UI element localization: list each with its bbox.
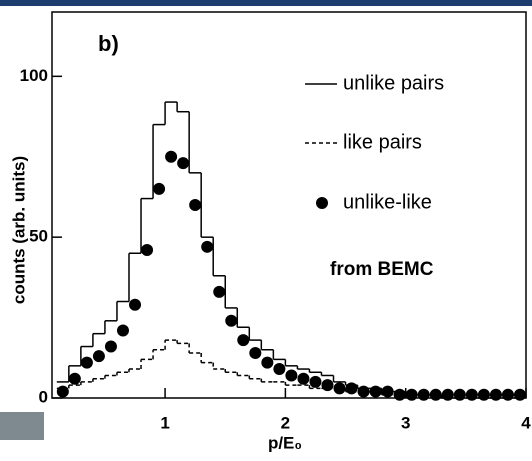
data-point: [92, 350, 105, 363]
corner-image: [0, 412, 44, 440]
data-point: [489, 388, 502, 401]
legend-label: unlike-like: [343, 191, 432, 213]
y-tick-label: 100: [20, 66, 48, 85]
data-point: [429, 388, 442, 401]
legend-label: like pairs: [343, 131, 422, 153]
data-point: [345, 382, 358, 395]
data-point: [513, 388, 526, 401]
legend-label: unlike pairs: [343, 72, 444, 94]
y-axis-label: counts (arb. units): [9, 156, 28, 304]
data-point: [189, 199, 202, 211]
y-tick-label: 0: [39, 387, 48, 406]
data-point: [369, 385, 382, 398]
data-point: [273, 363, 286, 376]
data-point: [321, 379, 334, 392]
data-point: [405, 388, 418, 401]
x-tick-label: 1: [160, 413, 169, 432]
data-point: [56, 385, 69, 398]
data-point: [309, 375, 322, 388]
data-point: [177, 157, 190, 170]
data-point: [297, 372, 310, 385]
data-point: [165, 150, 178, 163]
x-tick-label: 3: [401, 413, 410, 432]
data-point: [141, 244, 154, 257]
data-point: [477, 388, 490, 401]
data-point: [333, 382, 346, 395]
data-point: [501, 388, 514, 401]
data-point: [357, 385, 370, 398]
panel-label: b): [98, 31, 119, 56]
plot-frame: [51, 11, 527, 399]
data-point: [68, 372, 81, 385]
data-point: [80, 356, 93, 369]
legend-marker: [316, 197, 328, 209]
data-point: [213, 285, 226, 298]
data-point: [381, 385, 394, 398]
x-tick-label: 4: [521, 413, 531, 432]
data-point: [285, 369, 298, 382]
annotation: from BEMC: [330, 259, 434, 280]
data-point: [237, 334, 250, 347]
data-point: [417, 388, 430, 401]
data-point: [104, 340, 117, 353]
data-point: [201, 240, 214, 253]
data-point: [441, 388, 454, 401]
data-point: [249, 346, 262, 359]
x-tick-label: 2: [281, 413, 290, 432]
data-point: [116, 324, 129, 337]
y-tick-label: 50: [29, 227, 48, 246]
data-point: [225, 314, 238, 327]
top-strip: [0, 0, 532, 6]
data-point: [153, 182, 166, 195]
data-point: [453, 388, 466, 401]
x-axis-label: p/E₀: [268, 433, 302, 452]
data-point: [261, 356, 274, 369]
data-point: [393, 388, 406, 401]
data-point: [465, 388, 478, 401]
data-point: [129, 298, 142, 311]
